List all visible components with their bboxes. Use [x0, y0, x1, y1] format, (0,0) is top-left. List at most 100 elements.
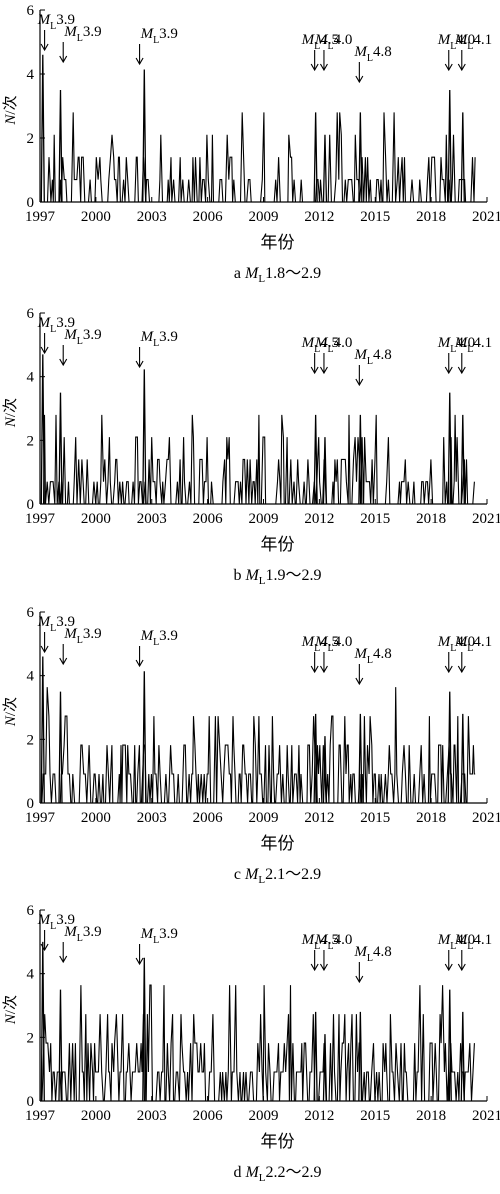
event-label: ML3.9 [140, 628, 178, 648]
event-arrow-head [135, 659, 144, 668]
event-label-var: M [353, 646, 368, 662]
x-tick-label: 2009 [249, 209, 279, 225]
event-arrow-head [355, 378, 364, 387]
event-label-var: M [63, 924, 78, 940]
panel-caption: d ML2.2～2.9 [233, 1164, 321, 1184]
x-tick-label: 2015 [360, 511, 390, 527]
series-peak [358, 1011, 363, 1102]
event-label-sub: L [327, 941, 333, 952]
event-label: ML3.9 [63, 327, 101, 347]
x-tick-label: 2018 [416, 1108, 446, 1124]
event-label-sub: L [367, 53, 373, 64]
event-arrow-head [40, 943, 49, 952]
event-label-sub: L [314, 344, 320, 355]
y-axis-label-unit: /次 [2, 697, 19, 716]
caption-var: M [244, 866, 260, 883]
series-peak [142, 671, 147, 804]
event-label: ML3.9 [140, 26, 178, 46]
event-arrow-head [310, 665, 319, 674]
y-tick-label: 2 [27, 131, 35, 147]
y-tick-label: 4 [27, 967, 35, 983]
series-line [41, 112, 476, 203]
event-arrow-head [135, 360, 144, 369]
event-label-sub: L [314, 643, 320, 654]
chart-panel-c: 0 2 4 6 1997 2000 2003 2006 2009 2012 2015 2018 2021… [2, 605, 500, 886]
event-label-value: 3.9 [83, 24, 102, 40]
x-tick-label: 2009 [249, 810, 279, 826]
event-label-sub: L [450, 941, 456, 952]
series-peak [447, 392, 452, 505]
event-arrow-head [319, 63, 328, 72]
series-peak [322, 437, 328, 505]
event-label-sub: L [50, 324, 56, 335]
y-axis-label-var: N [3, 114, 19, 126]
event-label: ML3.9 [37, 12, 75, 32]
event-label-value: 4.8 [373, 44, 392, 60]
event-arrow-head [355, 677, 364, 686]
event-label-sub: L [153, 35, 159, 46]
x-tick-label: 2021 [472, 511, 500, 527]
event-arrow-head [457, 63, 466, 72]
event-label: ML4.0 [314, 32, 352, 52]
x-tick-label: 2009 [249, 1108, 279, 1124]
event-label-value: 4.1 [473, 932, 492, 948]
event-label-value: 4.0 [334, 335, 353, 351]
event-label: ML4.5 [301, 335, 339, 355]
event-label-value: 4.0 [456, 634, 475, 650]
x-tick-label: 2018 [416, 810, 446, 826]
x-tick-label: 1997 [25, 511, 56, 527]
x-tick-label: 2012 [304, 1108, 334, 1124]
x-axis-label: 年份 [261, 535, 295, 554]
event-arrow-head [457, 963, 466, 972]
caption-range: 1.8～2.9 [265, 265, 321, 282]
event-label-var: M [437, 634, 452, 650]
event-label-sub: L [153, 935, 159, 946]
panel-caption: a ML1.8～2.9 [234, 265, 321, 285]
event-label-sub: L [450, 643, 456, 654]
y-tick-label: 6 [27, 903, 35, 919]
y-tick-label: 4 [27, 67, 35, 83]
y-axis-label: N/次 [2, 95, 19, 125]
event-label-var: M [454, 932, 469, 948]
event-label-var: M [314, 932, 329, 948]
series-peak [58, 392, 63, 505]
caption-letter: b [233, 567, 245, 584]
event-label: ML4.5 [301, 932, 339, 952]
event-label-var: M [37, 315, 52, 331]
x-tick-label: 1997 [25, 1108, 56, 1124]
x-tick-label: 2006 [193, 810, 224, 826]
event-label-sub: L [367, 356, 373, 367]
event-label-sub: L [450, 41, 456, 52]
event-label: ML3.9 [63, 626, 101, 646]
series-peak [358, 414, 363, 505]
y-axis-label-var: N [3, 416, 19, 428]
event-label: ML4.5 [301, 634, 339, 654]
event-label-value: 4.8 [373, 646, 392, 662]
event-arrow-head [355, 75, 364, 84]
x-tick-label: 1997 [25, 209, 56, 225]
y-tick-label: 0 [27, 195, 35, 211]
event-label-value: 4.1 [473, 32, 492, 48]
caption-var: M [244, 567, 260, 584]
event-arrow-head [355, 975, 364, 984]
event-label-var: M [140, 26, 155, 42]
event-label-var: M [301, 932, 316, 948]
x-tick-label: 2003 [137, 810, 167, 826]
event-label-var: M [140, 926, 155, 942]
event-label-var: M [454, 335, 469, 351]
series-peak [313, 414, 318, 505]
y-axis-label-var: N [3, 715, 19, 727]
event-label-sub: L [153, 637, 159, 648]
event-label-sub: L [367, 953, 373, 964]
event-label-sub: L [327, 344, 333, 355]
caption-sub: L [259, 575, 266, 587]
x-tick-label: 2009 [249, 511, 279, 527]
event-arrow-head [59, 657, 68, 666]
event-label-var: M [353, 347, 368, 363]
series-peak [322, 134, 328, 203]
event-arrow-head [444, 963, 453, 972]
event-label-var: M [454, 634, 469, 650]
event-label-value: 3.9 [56, 912, 75, 928]
series-peak [447, 89, 452, 203]
event-label-value: 3.9 [159, 329, 178, 345]
